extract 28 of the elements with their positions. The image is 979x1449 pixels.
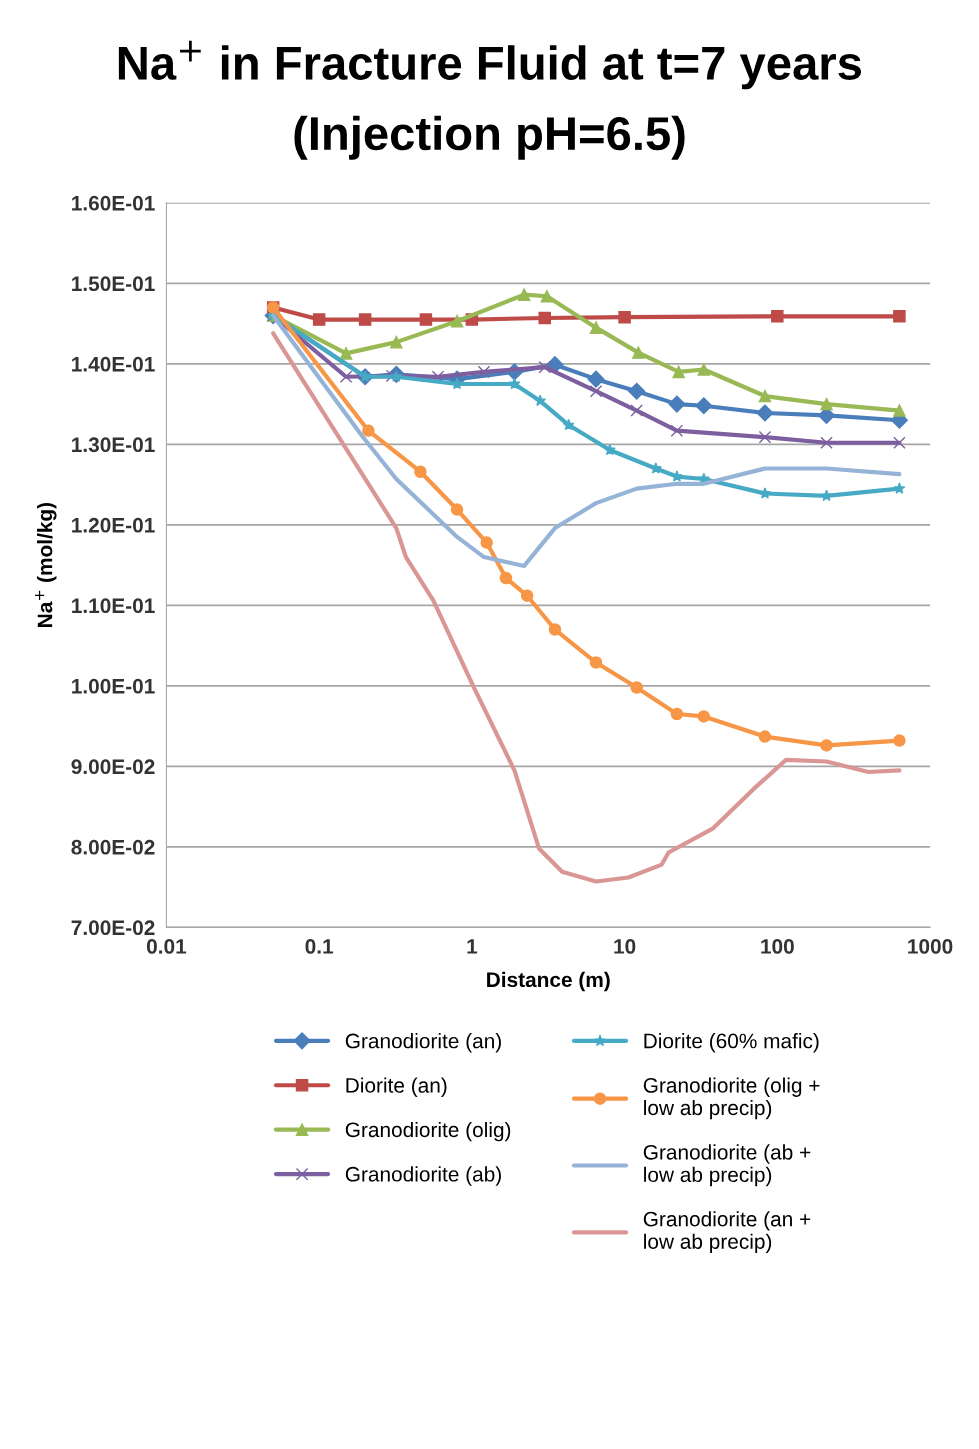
y-tick-label: 1.10E-01 [72,598,155,614]
legend-label: Diorite (60% mafic) [644,1033,819,1053]
legend-label: Granodiorite (ab) [345,1166,501,1186]
y-tick-label: 9.00E-02 [71,759,155,775]
x-tick-label: 100 [761,939,794,954]
chart-title: Na$^{+}$ in Fracture Fluid at t=7 years [118,40,861,90]
legend-label: Diorite (an) [346,1077,447,1097]
legend-label: Granodiorite (an) [345,1033,501,1053]
y-tick-label: 1.60E-01 [72,195,155,211]
legend-label: Granodiorite (olig) [345,1121,511,1142]
legend-label: Granodiorite (an + low ab precip) [643,1211,811,1254]
y-tick-label: 1.40E-01 [72,356,155,372]
y-tick-label: 1.20E-01 [72,517,155,533]
y-tick-label: 1.00E-01 [72,678,155,694]
chart-subtitle: (Injection pH=6.5) [294,115,685,160]
y-tick-label: 1.50E-01 [72,276,155,292]
x-tick-label: 0.01 [146,939,187,954]
y-tick-label: 1.30E-01 [72,437,155,453]
y-axis-title: Na$^{+}$ (mol/kg) [35,502,57,627]
y-tick-label: 8.00E-02 [71,839,155,855]
x-tick-label: 10 [614,939,636,954]
x-axis-title: Distance (m) [487,971,610,992]
y-tick-label: 7.00E-02 [71,920,155,936]
legend-label: Granodiorite (ab + low ab precip) [643,1144,811,1187]
x-tick-label: 1 [467,939,478,954]
legend-label: Granodiorite (olig + low ab precip) [643,1077,820,1120]
x-tick-label: 1000 [908,939,953,954]
x-tick-label: 0.1 [305,939,334,954]
